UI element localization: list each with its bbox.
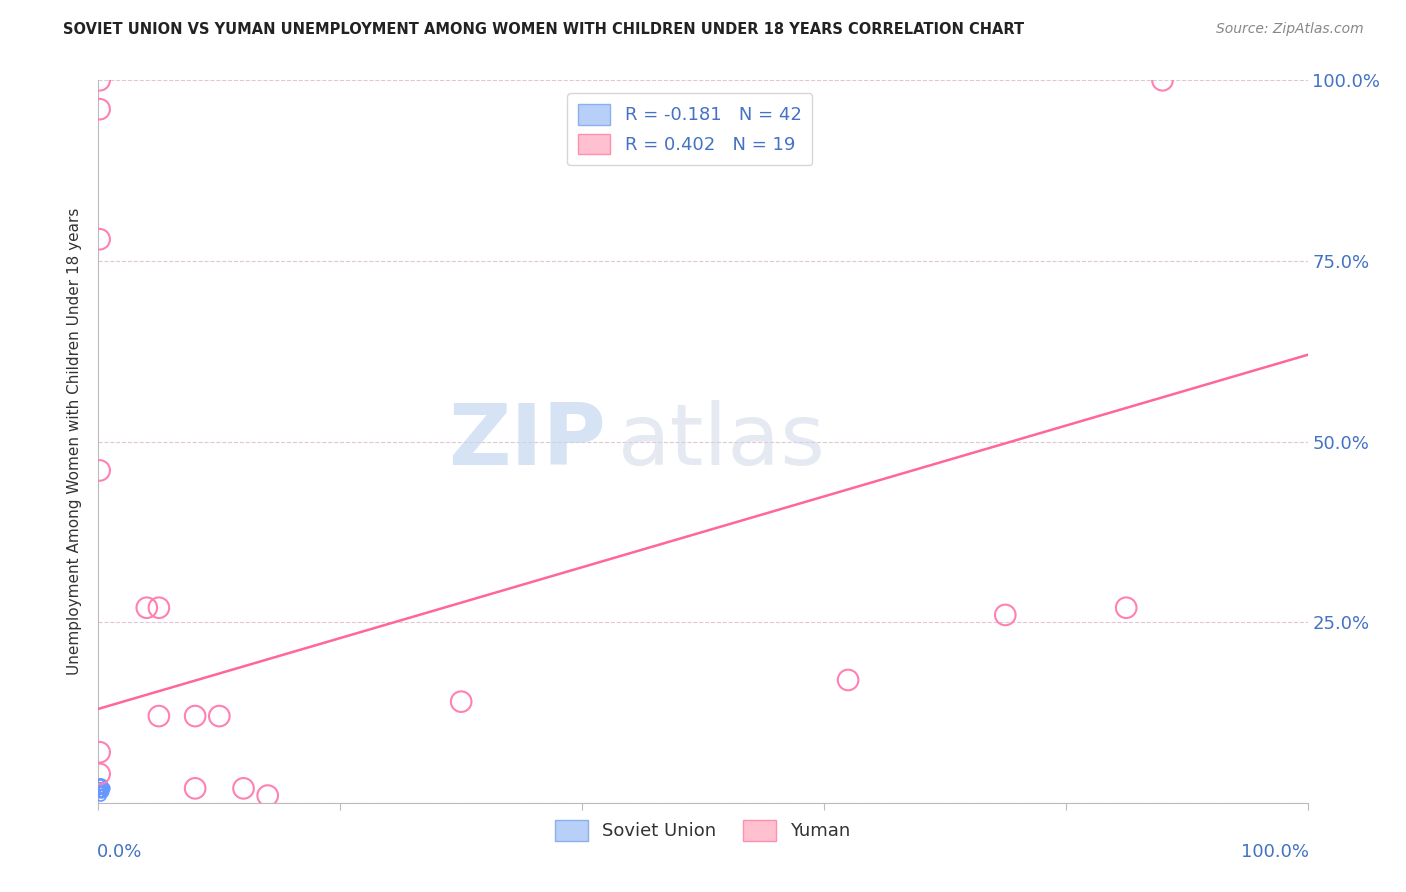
Point: [89, 102, 111, 116]
Point: [93, 781, 115, 796]
Point: [89, 767, 111, 781]
Point: [91, 785, 114, 799]
Point: [89, 781, 111, 796]
Text: ZIP: ZIP: [449, 400, 606, 483]
Point: [89, 781, 111, 796]
Point: [184, 709, 207, 723]
Point: [89, 781, 111, 796]
Point: [91, 781, 114, 796]
Point: [91, 785, 114, 799]
Point: [89, 232, 111, 246]
Point: [90, 781, 112, 796]
Point: [90, 781, 112, 796]
Point: [90, 781, 112, 796]
Point: [90, 781, 112, 796]
Point: [256, 789, 278, 803]
Point: [89, 785, 111, 799]
Point: [91, 778, 114, 792]
Point: [90, 785, 112, 799]
Point: [90, 785, 112, 799]
Text: 100.0%: 100.0%: [1240, 843, 1309, 861]
Point: [208, 709, 231, 723]
Point: [135, 600, 157, 615]
Text: 0.0%: 0.0%: [97, 843, 142, 861]
Point: [89, 463, 111, 477]
Legend: Soviet Union, Yuman: Soviet Union, Yuman: [548, 813, 858, 848]
Point: [148, 709, 170, 723]
Point: [91, 785, 114, 799]
Point: [90, 785, 112, 799]
Point: [91, 785, 114, 799]
Point: [90, 781, 112, 796]
Point: [89, 778, 111, 792]
Point: [91, 785, 114, 799]
Point: [89, 778, 111, 792]
Point: [148, 600, 170, 615]
Point: [89, 778, 111, 792]
Point: [90, 781, 112, 796]
Point: [184, 781, 207, 796]
Y-axis label: Unemployment Among Women with Children Under 18 years: Unemployment Among Women with Children U…: [67, 208, 83, 675]
Point: [89, 778, 111, 792]
Point: [90, 778, 112, 792]
Point: [90, 778, 112, 792]
Point: [450, 695, 472, 709]
Text: atlas: atlas: [619, 400, 827, 483]
Point: [91, 781, 114, 796]
Point: [837, 673, 859, 687]
Point: [91, 781, 114, 796]
Point: [232, 781, 254, 796]
Point: [1115, 600, 1137, 615]
Point: [91, 781, 114, 796]
Point: [90, 778, 112, 792]
Point: [1152, 73, 1174, 87]
Point: [91, 785, 114, 799]
Point: [994, 607, 1017, 622]
Point: [89, 73, 111, 87]
Point: [90, 781, 112, 796]
Point: [90, 789, 112, 803]
Point: [89, 781, 111, 796]
Point: [90, 781, 112, 796]
Point: [89, 781, 111, 796]
Text: SOVIET UNION VS YUMAN UNEMPLOYMENT AMONG WOMEN WITH CHILDREN UNDER 18 YEARS CORR: SOVIET UNION VS YUMAN UNEMPLOYMENT AMONG…: [63, 22, 1025, 37]
Point: [89, 745, 111, 759]
Point: [90, 781, 112, 796]
Point: [89, 781, 111, 796]
Point: [89, 785, 111, 799]
Text: Source: ZipAtlas.com: Source: ZipAtlas.com: [1216, 22, 1364, 37]
Point: [89, 785, 111, 799]
Point: [91, 785, 114, 799]
